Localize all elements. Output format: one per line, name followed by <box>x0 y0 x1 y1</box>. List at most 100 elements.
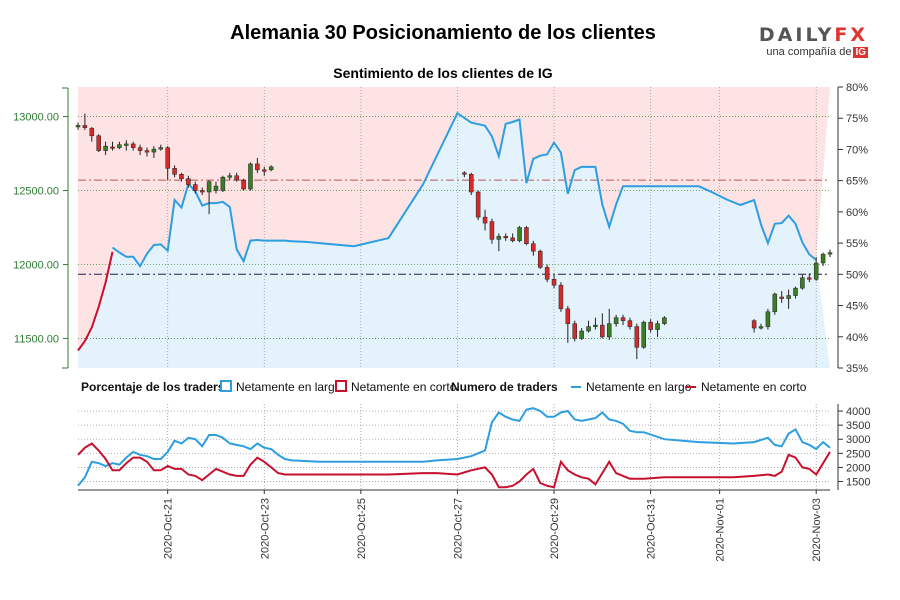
trader-tick-label: 2000 <box>846 462 870 474</box>
candle-body <box>800 277 805 289</box>
candle-body <box>241 179 246 190</box>
candle-body <box>758 326 764 329</box>
candle-body <box>468 174 474 193</box>
candle-body <box>524 227 529 245</box>
candle-body <box>765 311 771 327</box>
candle-body <box>234 175 239 181</box>
candle-body <box>262 169 267 172</box>
candle-body <box>206 181 212 193</box>
candle-body <box>110 146 115 149</box>
candle-body <box>813 262 819 280</box>
percent-tick-label: 80% <box>846 82 868 94</box>
candle-body <box>772 293 778 313</box>
candle-body <box>648 321 653 330</box>
candle-body <box>551 279 557 286</box>
candle-body <box>655 323 660 330</box>
candle-body <box>600 324 605 338</box>
candle-body <box>489 221 495 240</box>
candle-body <box>179 174 184 179</box>
candle-body <box>248 163 253 190</box>
candle-body <box>96 135 101 151</box>
short-traders-line <box>77 442 831 489</box>
candle-body <box>627 320 633 327</box>
legend-right-label: Numero de traders <box>451 380 558 394</box>
candle-body <box>130 143 136 148</box>
ig-logo-icon: IG <box>853 47 868 58</box>
percent-tick-label: 40% <box>846 332 868 344</box>
x-tick-label: 2020-Oct-29 <box>549 498 561 559</box>
chart-subtitle: Sentimiento de los clientes de IG <box>333 65 553 81</box>
candle-body <box>103 145 108 151</box>
percent-tick-label: 55% <box>846 238 868 250</box>
percent-tick-label: 75% <box>846 113 868 125</box>
candle-body <box>537 250 543 268</box>
percent-tick-label: 65% <box>846 176 868 188</box>
x-tick-label: 2020-Oct-21 <box>163 498 175 559</box>
x-tick-label: 2020-Oct-27 <box>452 498 464 559</box>
candle-body <box>558 284 564 310</box>
candle-body <box>475 191 481 218</box>
candle-body <box>137 147 143 151</box>
legend-short-label: Netamente en corto <box>351 380 457 394</box>
candle-body <box>496 236 502 240</box>
candle-body <box>172 168 177 175</box>
legend-right-short-label: Netamente en corto <box>701 380 807 394</box>
candle-body <box>220 176 226 191</box>
candle-body <box>751 320 757 329</box>
long-region-fill <box>78 113 830 368</box>
candle-body <box>827 252 833 255</box>
candle-body <box>544 267 550 280</box>
candle-body <box>199 190 205 193</box>
x-tick-label: 2020-Oct-31 <box>646 498 658 559</box>
candle-body <box>565 308 571 324</box>
candle-body <box>606 323 612 338</box>
percent-tick-label: 35% <box>846 363 868 375</box>
legend-right-long-label: Netamente en largo <box>586 380 692 394</box>
candle-body <box>579 330 584 339</box>
percent-tick-label: 50% <box>846 269 868 281</box>
candle-body <box>807 277 812 280</box>
legend-long-swatch <box>220 380 232 392</box>
percent-tick-label: 70% <box>846 144 868 156</box>
candle-body <box>641 321 646 348</box>
short-region-fill <box>78 87 830 351</box>
x-tick-label: 2020-Oct-25 <box>356 498 368 559</box>
trader-tick-label: 1500 <box>846 477 870 489</box>
candle-body <box>531 243 536 252</box>
candle-body <box>662 317 667 324</box>
candle-body <box>227 175 233 178</box>
trader-tick-label: 4000 <box>846 406 870 418</box>
page-title: Alemania 30 Posicionamiento de los clien… <box>230 22 656 44</box>
candle-body <box>586 326 591 332</box>
candle-body <box>572 323 577 339</box>
candle-body <box>158 147 164 150</box>
legend-left-label: Porcentaje de los traders <box>81 380 225 394</box>
candle-body <box>82 125 88 128</box>
x-tick-label: 2020-Nov-03 <box>811 498 823 562</box>
candle-body <box>193 184 198 191</box>
percent-tick-label: 45% <box>846 301 868 313</box>
candle-body <box>482 216 488 224</box>
legend-short-swatch <box>335 380 347 392</box>
percent-tick-label: 60% <box>846 207 868 219</box>
candle-body <box>144 150 150 153</box>
x-tick-label: 2020-Oct-23 <box>259 498 271 559</box>
candle-body <box>213 185 219 191</box>
candle-body <box>89 128 95 137</box>
legend-long-label: Netamente en largo <box>236 380 342 394</box>
candle-body <box>593 324 598 327</box>
candle-body <box>75 125 81 128</box>
trader-tick-label: 2500 <box>846 448 870 460</box>
candle-body <box>503 236 508 239</box>
candle-body <box>462 172 467 175</box>
candle-body <box>186 178 191 185</box>
short-percent-line <box>77 251 114 352</box>
candle-body <box>165 147 170 169</box>
candle-body <box>634 326 640 348</box>
price-tick-label: 11500.00 <box>14 333 59 345</box>
candle-body <box>517 227 522 242</box>
candle-body <box>620 317 626 321</box>
candle-body <box>510 237 515 242</box>
trader-tick-label: 3000 <box>846 434 870 446</box>
